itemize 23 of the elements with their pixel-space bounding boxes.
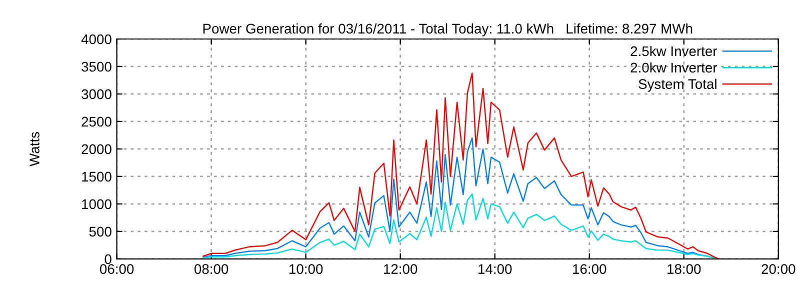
y-tick-label: 3000 — [82, 89, 112, 100]
legend-label: System Total — [638, 78, 716, 92]
y-axis-title: Watts — [30, 132, 40, 166]
legend-label: 2.0kw Inverter — [630, 62, 718, 73]
y-tick-label: 4000 — [81, 34, 112, 44]
x-tick-label: 12:00 — [384, 264, 418, 274]
y-tick-label: 1500 — [82, 172, 112, 182]
x-tick-label: 08:00 — [194, 264, 228, 274]
y-tick-label: 0 — [104, 254, 112, 264]
chart-title: Power Generation for 03/16/2011 - Total Today: 11.0 kWh Lifetime: 8.297 MWh — [203, 23, 692, 36]
x-tick-label: 16:00 — [573, 264, 606, 274]
y-tick-label: 2000 — [82, 144, 112, 154]
legend-label: 2.5kw Inverter — [630, 46, 718, 56]
x-tick-label: 20:00 — [762, 264, 796, 274]
y-tick-label: 2500 — [82, 116, 112, 127]
x-tick-label: 10:00 — [290, 264, 323, 274]
line-series — [202, 72, 720, 259]
y-tick-label: 500 — [89, 226, 112, 237]
x-tick-label: 06:00 — [100, 264, 134, 274]
x-tick-label: 14:00 — [478, 264, 512, 274]
y-tick-label: 3500 — [82, 62, 112, 72]
x-tick-label: 18:00 — [668, 264, 701, 274]
y-tick-label: 1000 — [82, 199, 112, 210]
